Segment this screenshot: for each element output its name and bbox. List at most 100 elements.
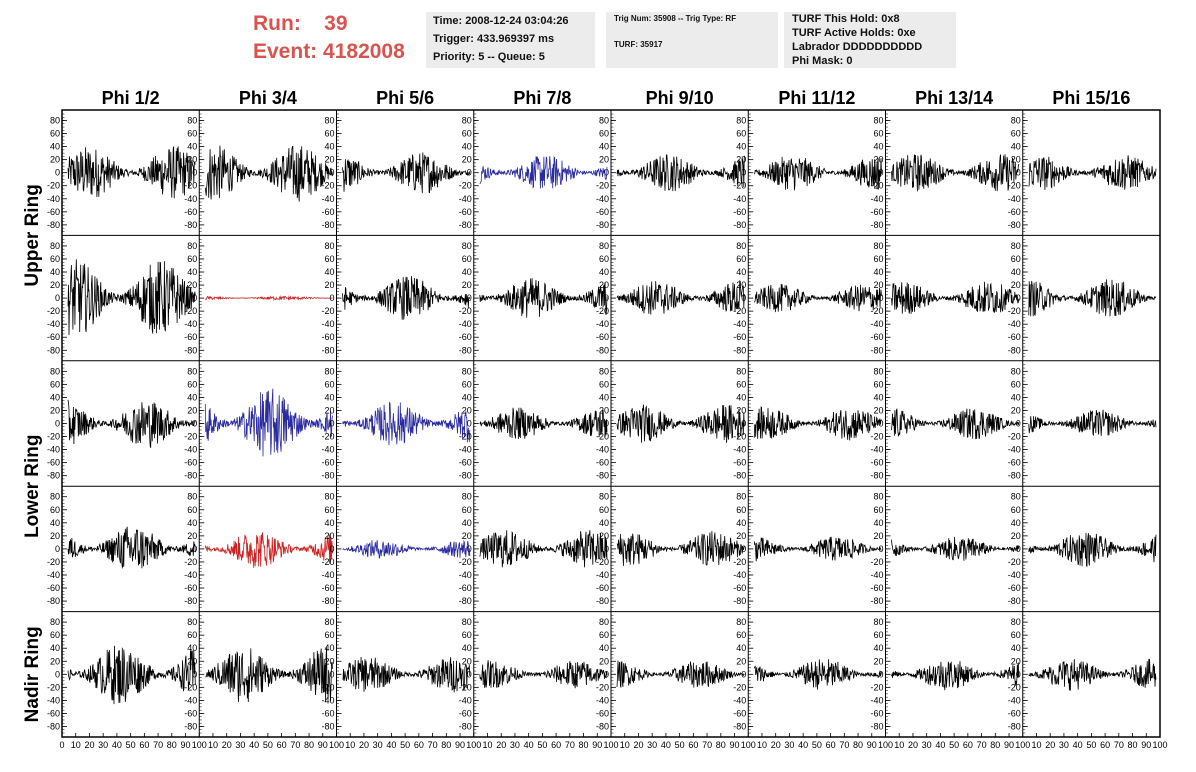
y-tick-label: 60 bbox=[873, 505, 883, 515]
waveform-series bbox=[479, 278, 608, 318]
y-tick-label: 60 bbox=[462, 630, 472, 640]
y-tick-label: -80 bbox=[596, 596, 609, 606]
y-tick-label: -80 bbox=[870, 721, 883, 731]
y-tick-label: -40 bbox=[596, 570, 609, 580]
y-tick-label: -20 bbox=[184, 557, 197, 567]
x-tick-label: 70 bbox=[1114, 740, 1124, 750]
y-tick-label: 80 bbox=[599, 617, 609, 627]
y-tick-label: -20 bbox=[596, 306, 609, 316]
y-tick-label: 80 bbox=[736, 617, 746, 627]
y-tick-label: 0 bbox=[467, 544, 472, 554]
y-tick-label: -20 bbox=[184, 682, 197, 692]
y-tick-label: 20 bbox=[599, 531, 609, 541]
waveform-series bbox=[342, 401, 471, 446]
x-tick-label: 80 bbox=[304, 740, 314, 750]
event-label: Event: bbox=[253, 40, 318, 63]
waveform-series bbox=[753, 156, 882, 191]
row-label: Lower Ring bbox=[22, 434, 43, 537]
y-tick-label: 60 bbox=[599, 254, 609, 264]
x-tick-label: 100 bbox=[603, 740, 618, 750]
y-tick-label: -80 bbox=[733, 345, 746, 355]
y-tick-label: 60 bbox=[599, 129, 609, 139]
y-tick-label: 60 bbox=[50, 505, 60, 515]
y-tick-label: 40 bbox=[187, 267, 197, 277]
y-tick-label: -20 bbox=[870, 557, 883, 567]
y-tick-label: 20 bbox=[187, 405, 197, 415]
y-tick-label: -80 bbox=[596, 721, 609, 731]
y-tick-label: 40 bbox=[599, 643, 609, 653]
column-title: Phi 11/12 bbox=[778, 88, 855, 108]
y-tick-label: -80 bbox=[47, 596, 60, 606]
waveform-series bbox=[204, 295, 333, 301]
y-tick-label: 40 bbox=[324, 643, 334, 653]
y-tick-label: -20 bbox=[459, 306, 472, 316]
y-tick-label: 40 bbox=[1011, 142, 1021, 152]
y-tick-label: -20 bbox=[321, 682, 334, 692]
x-tick-label: 90 bbox=[455, 740, 465, 750]
x-tick-label: 100 bbox=[1015, 740, 1030, 750]
y-tick-label: 80 bbox=[873, 116, 883, 126]
y-tick-label: -60 bbox=[596, 583, 609, 593]
y-tick-label: 0 bbox=[604, 669, 609, 679]
y-tick-label: 40 bbox=[599, 142, 609, 152]
y-tick-label: -80 bbox=[596, 220, 609, 230]
y-tick-label: 0 bbox=[741, 419, 746, 429]
event-value: 4182008 bbox=[323, 40, 405, 63]
y-tick-label: 0 bbox=[467, 293, 472, 303]
y-tick-label: 0 bbox=[192, 168, 197, 178]
y-tick-label: -40 bbox=[870, 570, 883, 580]
y-tick-label: -20 bbox=[184, 181, 197, 191]
y-tick-label: 40 bbox=[50, 142, 60, 152]
waveform-series bbox=[891, 661, 1020, 691]
y-tick-label: -80 bbox=[733, 220, 746, 230]
y-tick-label: 20 bbox=[324, 656, 334, 666]
y-tick-label: 0 bbox=[55, 544, 60, 554]
y-tick-label: -60 bbox=[733, 458, 746, 468]
y-tick-label: 20 bbox=[324, 280, 334, 290]
y-tick-label: -80 bbox=[47, 721, 60, 731]
y-tick-label: -40 bbox=[733, 445, 746, 455]
x-tick-label: 30 bbox=[98, 740, 108, 750]
y-tick-label: -60 bbox=[870, 458, 883, 468]
y-tick-label: 60 bbox=[873, 379, 883, 389]
y-tick-label: 80 bbox=[324, 492, 334, 502]
y-tick-label: 80 bbox=[599, 366, 609, 376]
y-tick-label: 60 bbox=[324, 379, 334, 389]
y-tick-label: -80 bbox=[459, 721, 472, 731]
y-tick-label: -80 bbox=[870, 471, 883, 481]
waveform-series bbox=[67, 526, 196, 570]
y-tick-label: 80 bbox=[324, 617, 334, 627]
y-tick-label: -20 bbox=[596, 181, 609, 191]
x-tick-label: 100 bbox=[1152, 740, 1167, 750]
y-tick-label: 40 bbox=[736, 267, 746, 277]
waveform-series bbox=[1028, 409, 1157, 436]
y-tick-label: -60 bbox=[1008, 207, 1021, 217]
y-tick-label: -20 bbox=[47, 682, 60, 692]
y-tick-label: 0 bbox=[878, 168, 883, 178]
y-tick-label: 60 bbox=[1011, 129, 1021, 139]
y-tick-label: -60 bbox=[1008, 458, 1021, 468]
y-tick-label: -60 bbox=[733, 708, 746, 718]
y-tick-label: -60 bbox=[596, 458, 609, 468]
y-tick-label: 0 bbox=[1016, 669, 1021, 679]
y-tick-label: -40 bbox=[184, 445, 197, 455]
x-tick-label: 30 bbox=[235, 740, 245, 750]
x-tick-label: 60 bbox=[551, 740, 561, 750]
x-tick-label: 10 bbox=[757, 740, 767, 750]
y-tick-label: 0 bbox=[741, 669, 746, 679]
y-tick-label: 40 bbox=[50, 643, 60, 653]
y-tick-label: 0 bbox=[55, 669, 60, 679]
waveform-series bbox=[204, 145, 333, 202]
y-tick-label: 60 bbox=[1011, 505, 1021, 515]
y-tick-label: -60 bbox=[870, 332, 883, 342]
x-tick-label: 50 bbox=[812, 740, 822, 750]
x-tick-label: 30 bbox=[510, 740, 520, 750]
y-tick-label: -80 bbox=[184, 596, 197, 606]
turf-this-hold-text: TURF This Hold: 0x8 bbox=[792, 13, 900, 25]
waveform-series bbox=[753, 406, 882, 441]
y-tick-label: 60 bbox=[187, 254, 197, 264]
column-title: Phi 7/8 bbox=[513, 88, 571, 108]
x-tick-label: 10 bbox=[345, 740, 355, 750]
x-tick-label: 10 bbox=[208, 740, 218, 750]
y-tick-label: -40 bbox=[596, 695, 609, 705]
